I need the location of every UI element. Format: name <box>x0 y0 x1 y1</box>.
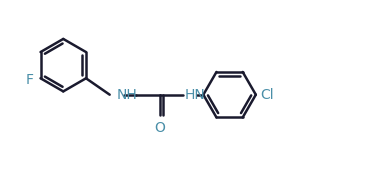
Text: HN: HN <box>185 88 206 102</box>
Text: NH: NH <box>116 88 137 102</box>
Text: O: O <box>154 121 165 135</box>
Text: F: F <box>26 73 34 87</box>
Text: Cl: Cl <box>260 88 274 102</box>
